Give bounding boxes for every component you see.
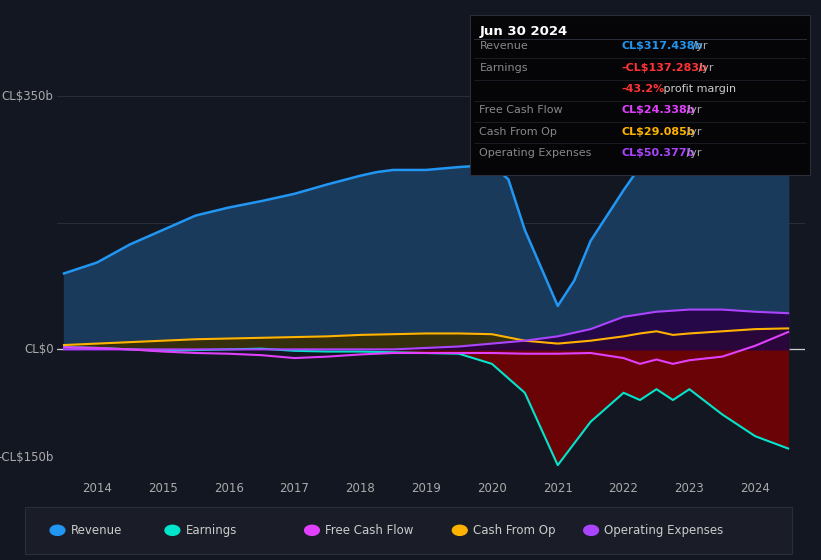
Text: Cash From Op: Cash From Op xyxy=(473,524,555,537)
Text: Earnings: Earnings xyxy=(186,524,237,537)
Text: Free Cash Flow: Free Cash Flow xyxy=(479,105,563,115)
Text: -CL$137.283b: -CL$137.283b xyxy=(621,63,708,73)
Text: Revenue: Revenue xyxy=(71,524,122,537)
Text: Cash From Op: Cash From Op xyxy=(479,127,557,137)
Text: CL$29.085b: CL$29.085b xyxy=(621,127,695,137)
Text: /yr: /yr xyxy=(683,127,702,137)
Text: CL$50.377b: CL$50.377b xyxy=(621,148,695,158)
Text: Operating Expenses: Operating Expenses xyxy=(604,524,723,537)
Text: Free Cash Flow: Free Cash Flow xyxy=(325,524,414,537)
Text: Revenue: Revenue xyxy=(479,41,528,52)
Text: profit margin: profit margin xyxy=(660,84,736,94)
Text: CL$317.438b: CL$317.438b xyxy=(621,41,703,52)
Text: /yr: /yr xyxy=(695,63,713,73)
Text: -43.2%: -43.2% xyxy=(621,84,665,94)
Text: /yr: /yr xyxy=(689,41,708,52)
Text: /yr: /yr xyxy=(683,148,702,158)
Text: Operating Expenses: Operating Expenses xyxy=(479,148,592,158)
Text: Earnings: Earnings xyxy=(479,63,528,73)
Text: CL$0: CL$0 xyxy=(24,343,53,356)
Text: CL$24.338b: CL$24.338b xyxy=(621,105,695,115)
Text: /yr: /yr xyxy=(683,105,702,115)
Text: Jun 30 2024: Jun 30 2024 xyxy=(479,25,567,38)
Text: CL$350b: CL$350b xyxy=(2,90,53,102)
Text: -CL$150b: -CL$150b xyxy=(0,451,53,464)
